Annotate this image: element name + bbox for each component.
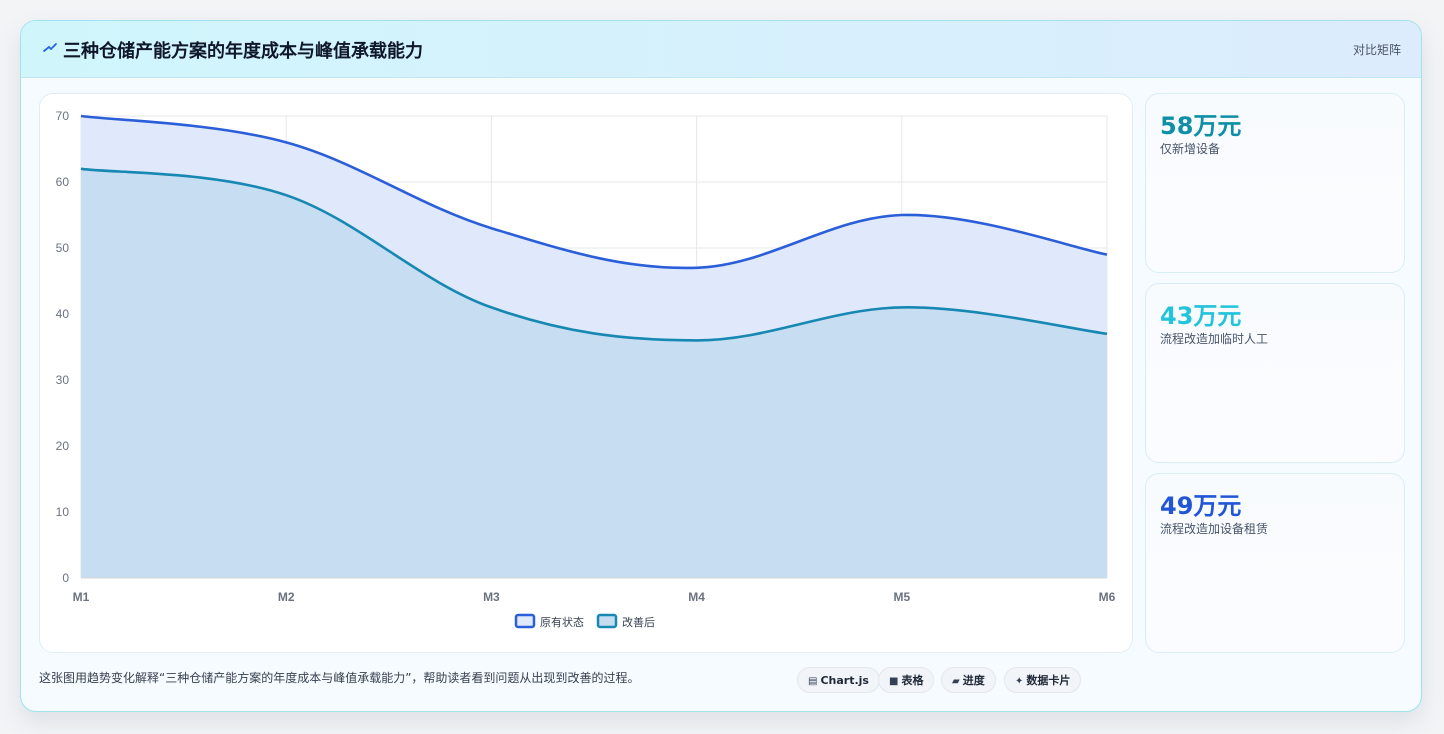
x-tick-label: M1	[73, 590, 90, 604]
chart-glyph-icon: ▤	[808, 676, 818, 687]
table-glyph-icon: ■	[889, 676, 899, 687]
sparkle-glyph-icon: ✦	[1015, 676, 1024, 687]
kpi-card-2: 43万元 流程改造加临时人工	[1145, 283, 1405, 463]
card-header: 三种仓储产能方案的年度成本与峰值承载能力 对比矩阵	[21, 21, 1421, 78]
trend-icon	[43, 43, 57, 52]
y-tick-label: 70	[56, 109, 70, 123]
page-title: 三种仓储产能方案的年度成本与峰值承载能力	[63, 41, 423, 62]
y-tick-label: 30	[56, 373, 70, 387]
chip-label: 进度	[962, 674, 985, 687]
chip-chartjs[interactable]: ▤ Chart.js	[797, 667, 880, 693]
area-chart: 0 10 20 30 40 50 60 70 M1 M2 M3 M4 M5 M6 原有状态 改善后	[56, 109, 1116, 629]
x-tick-label: M5	[893, 590, 910, 604]
series-area-2	[81, 168, 1107, 579]
y-tick-label: 0	[62, 571, 69, 585]
kpi-label: 流程改造加临时人工	[1160, 332, 1269, 346]
legend-label: 改善后	[622, 615, 655, 629]
legend-swatch	[514, 613, 536, 629]
chip-data-card[interactable]: ✦ 数据卡片	[1004, 667, 1082, 693]
compare-matrix-link[interactable]: 对比矩阵	[1352, 43, 1401, 57]
kpi-value: 58万元	[1160, 112, 1242, 140]
chip-table[interactable]: ■ 表格	[878, 667, 935, 693]
chart-panel: 0 10 20 30 40 50 60 70 M1 M2 M3 M4 M5 M6 原有状态 改善后	[39, 93, 1133, 653]
x-tick-label: M4	[688, 590, 705, 604]
x-tick-label: M2	[278, 590, 295, 604]
kpi-card-3: 49万元 流程改造加设备租赁	[1145, 473, 1405, 653]
series-line-1	[80, 114, 1108, 270]
y-tick-label: 50	[56, 241, 70, 255]
y-tick-label: 40	[56, 307, 70, 321]
main-card: 三种仓储产能方案的年度成本与峰值承载能力 对比矩阵 0 10 20 30 40 50 60 7…	[20, 20, 1422, 712]
legend-label: 原有状态	[540, 615, 584, 629]
x-tick-label: M3	[483, 590, 500, 604]
chip-label: 数据卡片	[1026, 674, 1071, 687]
progress-glyph-icon: ▰	[952, 676, 960, 687]
x-tick-label: M6	[1099, 590, 1116, 604]
y-tick-label: 60	[56, 175, 70, 189]
kpi-card-1: 58万元 仅新增设备	[1145, 93, 1405, 273]
chip-label: 表格	[901, 674, 924, 687]
kpi-value: 43万元	[1160, 302, 1242, 330]
kpi-label: 仅新增设备	[1160, 142, 1221, 156]
y-tick-label: 20	[56, 439, 70, 453]
kpi-label: 流程改造加设备租赁	[1160, 522, 1269, 536]
chart-description: 这张图用趋势变化解释“三种仓储产能方案的年度成本与峰值承载能力”，帮助读者看到问…	[39, 671, 640, 685]
y-tick-label: 10	[56, 505, 70, 519]
chip-progress[interactable]: ▰ 进度	[941, 667, 996, 693]
kpi-value: 49万元	[1160, 492, 1242, 520]
legend-swatch	[596, 613, 618, 629]
chip-label: Chart.js	[820, 674, 869, 687]
series-line-2	[80, 167, 1108, 342]
